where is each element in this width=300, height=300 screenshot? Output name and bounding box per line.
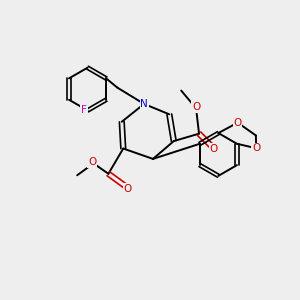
Text: O: O [234, 118, 242, 128]
Text: O: O [210, 144, 218, 154]
Text: O: O [192, 102, 200, 112]
Text: F: F [81, 106, 87, 116]
Text: O: O [124, 184, 132, 194]
Text: O: O [88, 157, 96, 167]
Text: N: N [140, 99, 148, 109]
Text: O: O [252, 143, 260, 153]
